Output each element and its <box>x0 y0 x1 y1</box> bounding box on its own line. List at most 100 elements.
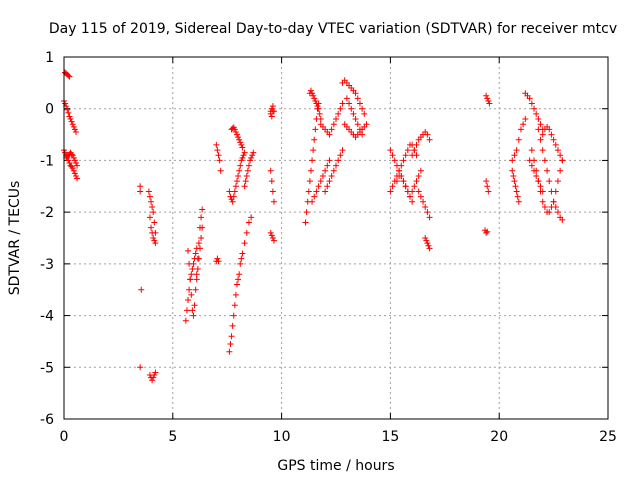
data-point <box>422 203 429 210</box>
data-point <box>137 364 144 371</box>
data-point <box>535 178 542 185</box>
data-point <box>70 167 77 174</box>
data-point <box>557 167 564 174</box>
data-point <box>193 276 200 283</box>
data-point <box>510 172 517 179</box>
data-point <box>411 183 418 190</box>
data-point <box>484 95 491 102</box>
data-point <box>152 240 159 247</box>
data-point <box>302 219 309 226</box>
data-point <box>400 178 407 185</box>
data-point <box>485 97 492 104</box>
data-point <box>422 235 429 241</box>
data-point <box>235 276 242 283</box>
data-point <box>71 170 78 177</box>
data-point <box>270 237 277 244</box>
data-point <box>315 105 322 112</box>
data-point <box>150 374 157 381</box>
data-point <box>528 147 535 154</box>
data-point <box>310 92 317 99</box>
data-point <box>539 198 546 205</box>
data-point <box>229 198 236 205</box>
data-point <box>216 157 223 164</box>
data-point <box>424 240 431 247</box>
data-point <box>413 141 420 148</box>
data-point <box>387 188 394 195</box>
data-point <box>354 121 361 128</box>
data-point <box>233 131 240 138</box>
data-point <box>413 178 420 185</box>
data-point <box>71 126 78 133</box>
data-point <box>198 235 205 241</box>
data-point <box>417 167 424 174</box>
data-point <box>195 240 202 247</box>
data-point <box>305 188 312 195</box>
data-point <box>269 188 276 195</box>
data-point <box>192 286 199 293</box>
data-point <box>249 152 256 159</box>
data-point <box>217 167 224 174</box>
data-point <box>241 149 248 156</box>
data-point <box>546 178 553 185</box>
data-point <box>152 369 159 376</box>
data-point <box>326 178 333 185</box>
data-point <box>415 172 422 179</box>
data-point <box>515 136 522 143</box>
data-point <box>420 198 427 205</box>
data-point <box>64 106 71 113</box>
data-point <box>239 250 246 257</box>
data-point <box>415 188 422 195</box>
data-point <box>554 178 561 185</box>
data-point <box>537 121 544 128</box>
data-point <box>268 178 275 185</box>
data-point <box>356 126 363 133</box>
y-tick-label: -4 <box>40 309 54 325</box>
data-point <box>72 160 79 167</box>
data-point <box>389 152 396 159</box>
data-point <box>70 154 77 161</box>
data-point <box>226 188 233 195</box>
data-point <box>231 126 238 133</box>
data-point <box>324 162 331 169</box>
data-point <box>425 242 432 249</box>
data-point <box>74 162 81 169</box>
data-point <box>426 136 433 143</box>
data-point <box>243 229 250 236</box>
data-point <box>238 141 245 148</box>
data-point <box>486 100 493 107</box>
data-point <box>522 116 529 123</box>
data-point <box>322 188 329 195</box>
data-point <box>343 95 350 102</box>
data-point <box>191 302 198 309</box>
data-point <box>526 95 533 102</box>
data-point <box>520 121 527 128</box>
data-point <box>417 193 424 200</box>
data-point <box>192 250 199 257</box>
data-point <box>550 198 557 205</box>
data-point <box>483 92 490 99</box>
data-point <box>68 118 75 125</box>
data-point <box>309 90 316 97</box>
data-point <box>199 206 206 213</box>
data-point <box>230 312 237 319</box>
data-point <box>70 123 77 130</box>
data-point <box>226 348 233 355</box>
data-point <box>314 103 321 110</box>
data-point <box>544 167 551 174</box>
data-point <box>227 341 234 348</box>
data-point <box>189 307 196 314</box>
y-tick-label: -3 <box>40 257 54 273</box>
data-point <box>513 147 520 154</box>
data-point <box>324 183 331 190</box>
data-point <box>426 214 433 221</box>
data-point <box>241 183 248 190</box>
data-point <box>138 286 145 293</box>
data-point <box>423 237 430 244</box>
data-point <box>187 276 194 283</box>
data-point <box>391 157 398 164</box>
data-point <box>231 302 238 309</box>
data-point <box>242 178 249 185</box>
data-point <box>359 105 366 112</box>
grid-lines <box>64 57 608 419</box>
